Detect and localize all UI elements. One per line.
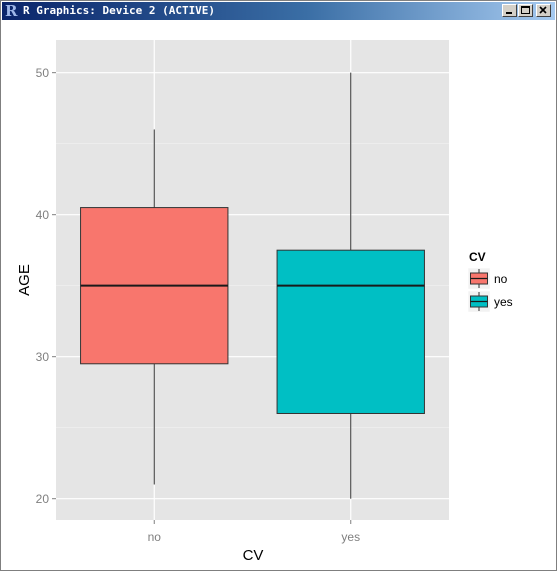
y-axis: 20 30 40 50 xyxy=(36,66,56,506)
y-tick-label: 40 xyxy=(36,208,50,222)
y-tick-label: 20 xyxy=(36,492,50,506)
close-button[interactable] xyxy=(536,4,551,17)
y-axis-title: AGE xyxy=(16,264,33,296)
minimize-button[interactable] xyxy=(502,4,517,17)
legend-label-yes: yes xyxy=(494,295,513,309)
x-axis-title: CV xyxy=(243,547,264,564)
x-axis: no yes xyxy=(148,520,360,544)
y-tick-label: 30 xyxy=(36,350,50,364)
title-bar[interactable]: R R Graphics: Device 2 (ACTIVE) xyxy=(2,2,555,20)
close-icon xyxy=(539,6,547,14)
legend-title: CV xyxy=(469,250,486,264)
y-tick-label: 50 xyxy=(36,66,50,80)
x-tick-label: yes xyxy=(341,530,360,544)
legend-label-no: no xyxy=(494,272,508,286)
x-tick-label: no xyxy=(148,530,162,544)
window-title: R Graphics: Device 2 (ACTIVE) xyxy=(23,4,216,17)
boxes xyxy=(80,72,425,499)
minimize-icon xyxy=(506,12,512,14)
box-yes xyxy=(276,249,425,414)
maximize-button[interactable] xyxy=(518,4,533,17)
r-logo-icon: R xyxy=(5,2,18,20)
legend: CV no yes xyxy=(467,250,513,313)
maximize-icon xyxy=(521,6,530,14)
